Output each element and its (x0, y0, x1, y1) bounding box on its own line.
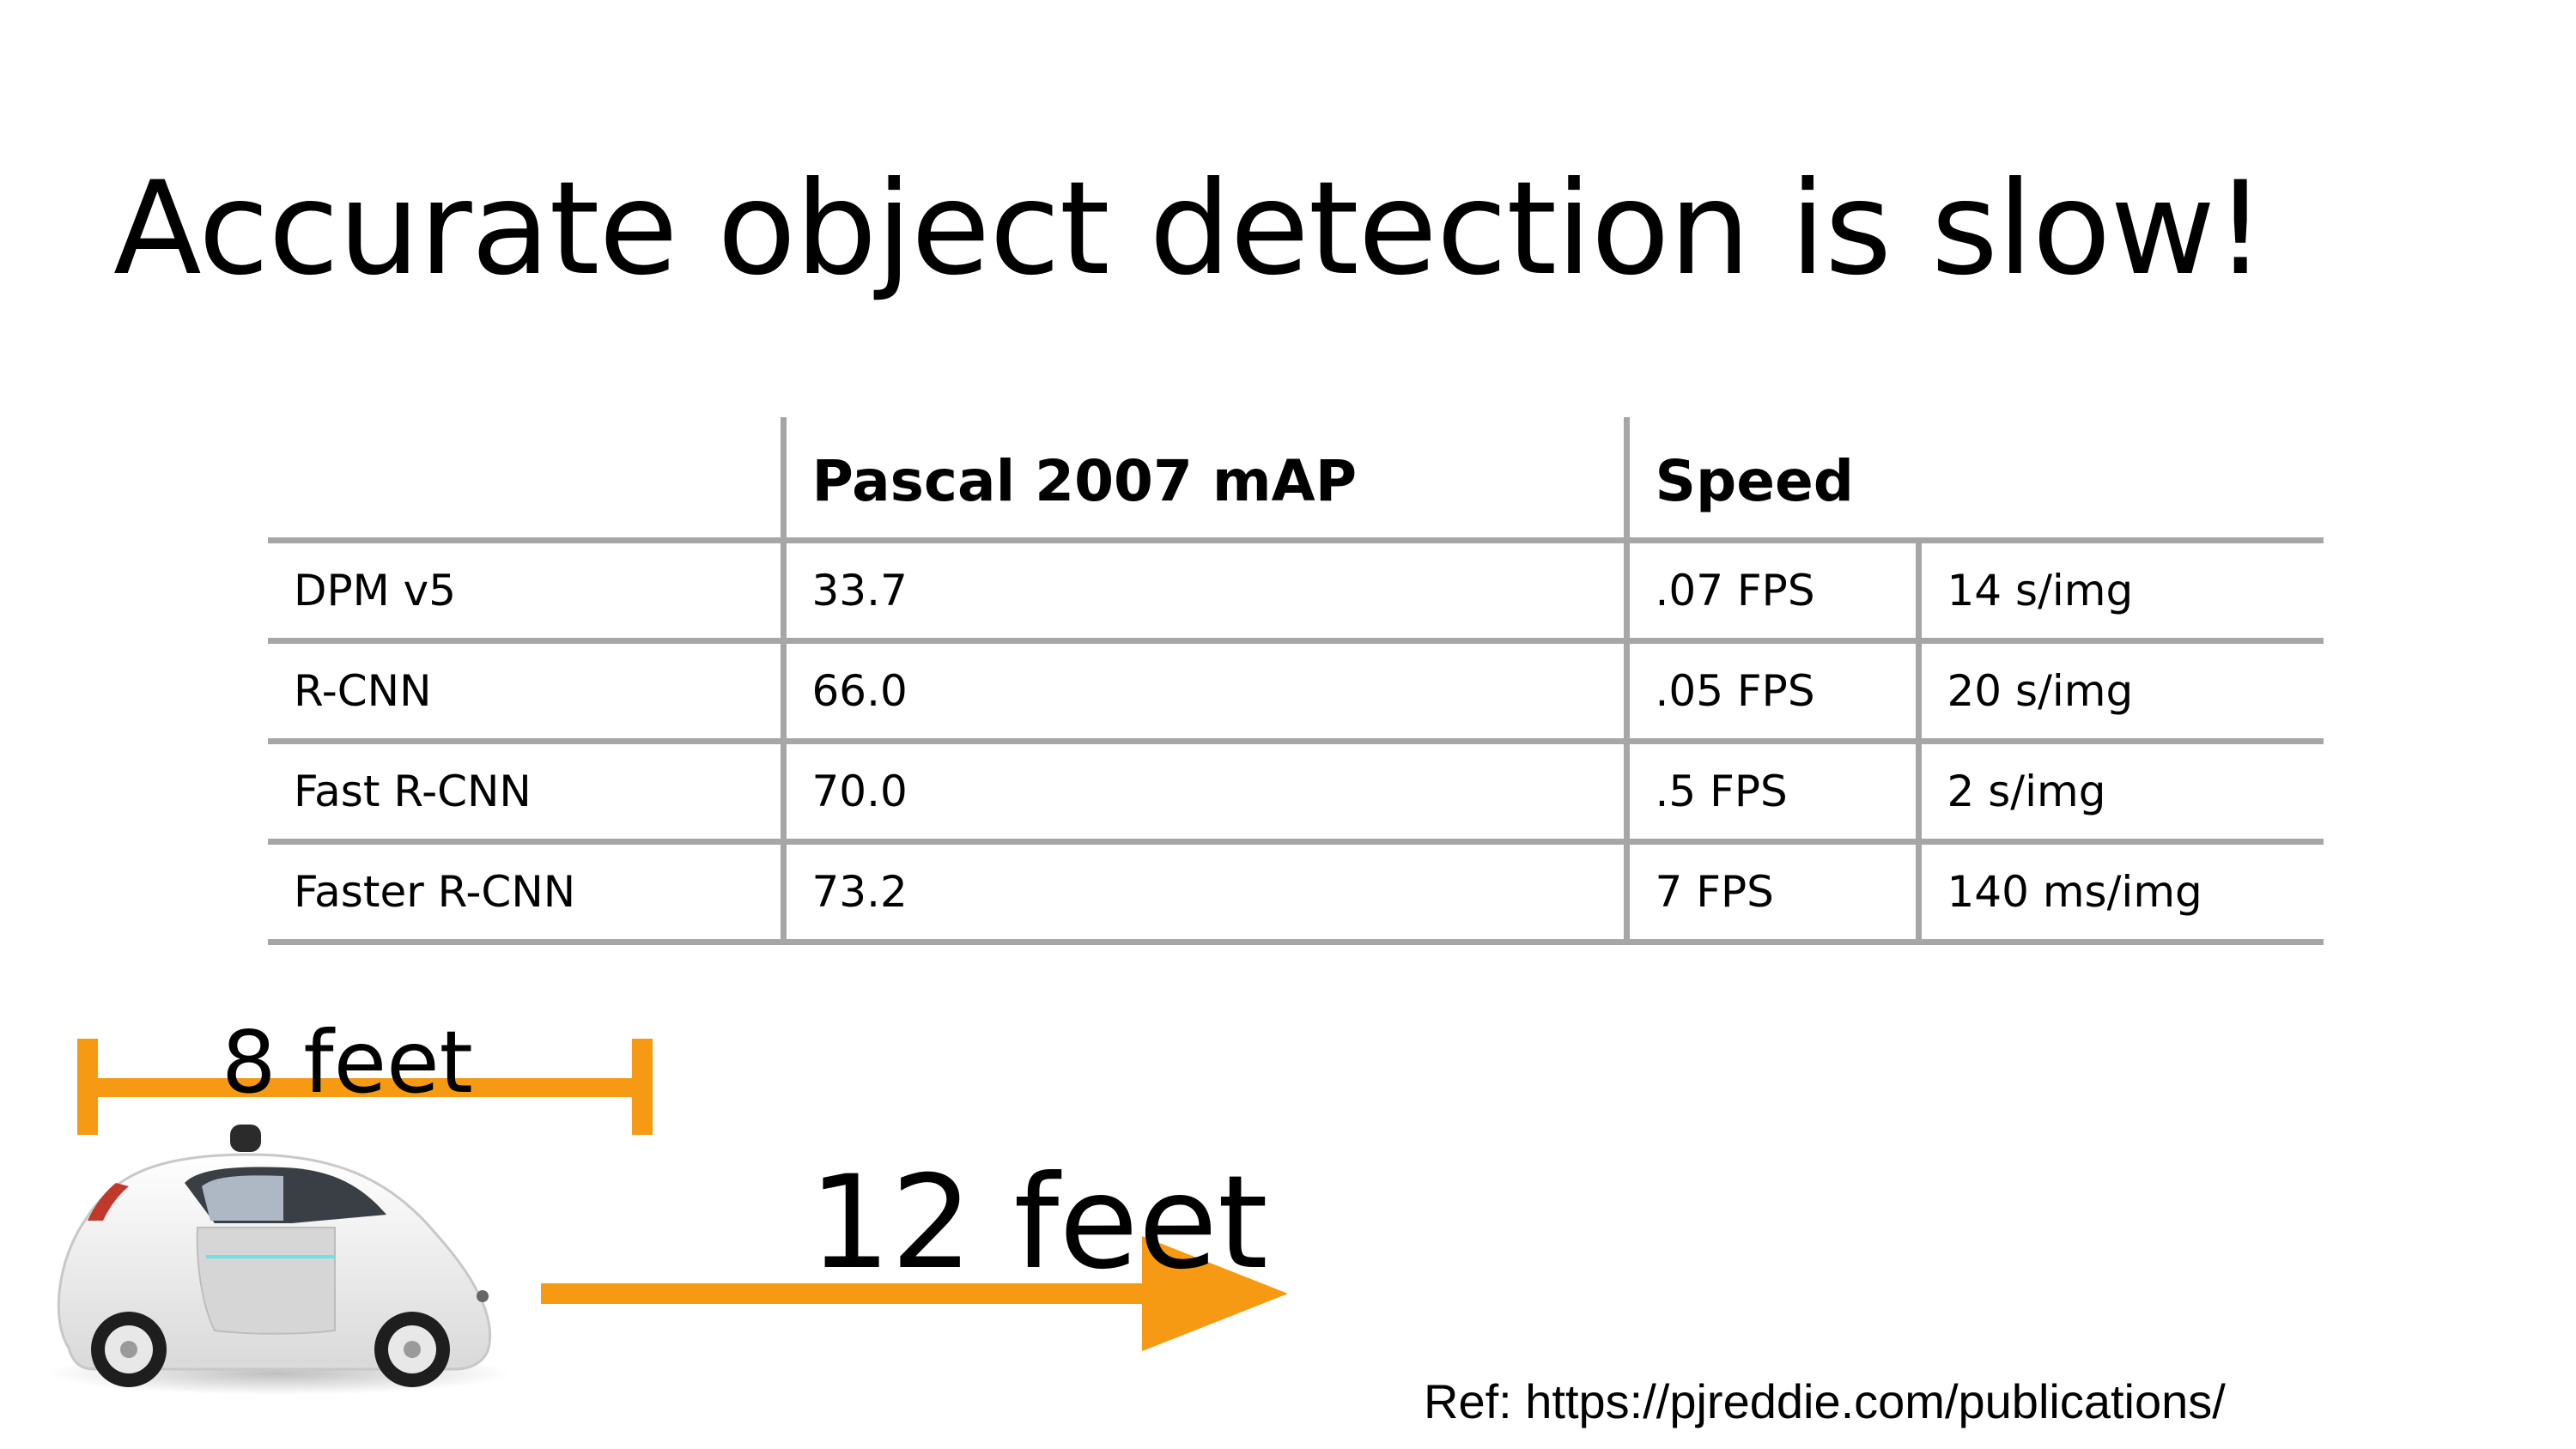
time-per-image-cell: 20 s/img (1915, 640, 2324, 744)
time-per-image-cell: 2 s/img (1915, 741, 2324, 845)
header-empty-cell (268, 417, 783, 543)
model-cell: DPM v5 (268, 540, 783, 644)
car-width-dimension-bar (77, 1078, 651, 1097)
map-cell: 66.0 (780, 640, 1626, 744)
table-header-row: Pascal 2007 mAP Speed (268, 417, 2324, 543)
table-row: Faster R-CNN 73.2 7 FPS 140 ms/img (268, 841, 2324, 945)
fps-cell: .05 FPS (1623, 640, 1918, 744)
slide-title: Accurate object detection is slow! (113, 155, 2266, 304)
map-cell: 73.2 (780, 841, 1626, 945)
header-map: Pascal 2007 mAP (780, 417, 1626, 543)
table-row: DPM v5 33.7 .07 FPS 14 s/img (268, 540, 2324, 644)
header-speed: Speed (1623, 417, 2324, 543)
model-cell: Faster R-CNN (268, 841, 783, 945)
fps-cell: .5 FPS (1623, 741, 1918, 845)
table-row: Fast R-CNN 70.0 .5 FPS 2 s/img (268, 741, 2324, 845)
model-cell: R-CNN (268, 640, 783, 744)
distance-arrow (541, 1236, 1288, 1351)
distance-label: 12 feet (809, 1149, 1268, 1298)
dimension-tick-right (632, 1039, 653, 1135)
reference-link[interactable]: Ref: https://pjreddie.com/publications/ (1424, 1374, 2226, 1428)
time-per-image-cell: 140 ms/img (1915, 841, 2324, 945)
table-row: R-CNN 66.0 .05 FPS 20 s/img (268, 640, 2324, 744)
time-per-image-cell: 14 s/img (1915, 540, 2324, 644)
model-cell: Fast R-CNN (268, 741, 783, 845)
fps-cell: 7 FPS (1623, 841, 1918, 945)
fps-cell: .07 FPS (1623, 540, 1918, 644)
self-driving-car-icon (47, 1125, 511, 1395)
map-cell: 70.0 (780, 741, 1626, 845)
map-cell: 33.7 (780, 540, 1626, 644)
detection-comparison-table: Pascal 2007 mAP Speed DPM v5 33.7 .07 FP… (268, 417, 2324, 945)
car-width-label: 8 feet (222, 1012, 473, 1113)
